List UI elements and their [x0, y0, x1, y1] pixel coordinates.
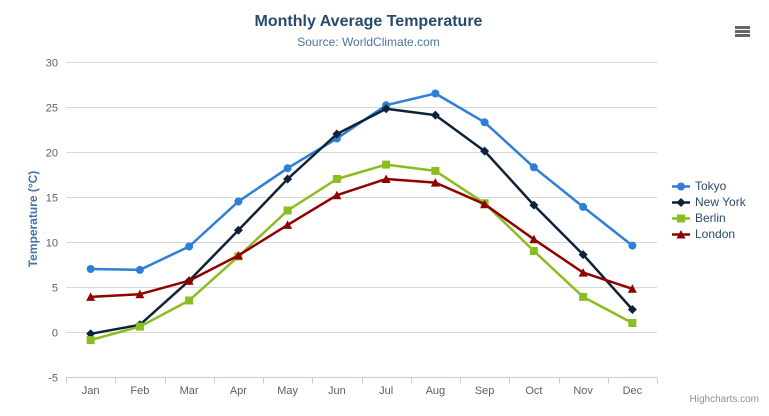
data-point-london[interactable]	[135, 289, 145, 299]
data-point-tokyo[interactable]	[86, 265, 95, 273]
x-tick-label: May	[277, 385, 298, 397]
diamond-legend-marker-icon	[672, 197, 690, 207]
data-point-new-york[interactable]	[283, 174, 293, 184]
data-point-tokyo[interactable]	[234, 197, 243, 206]
data-point-new-york[interactable]	[381, 104, 391, 114]
data-point-london[interactable]	[529, 234, 539, 244]
series-berlin	[86, 160, 637, 345]
y-tick-label: 5	[52, 283, 58, 295]
triangle-marker	[676, 229, 686, 238]
data-point-tokyo[interactable]	[628, 241, 637, 250]
data-point-berlin[interactable]	[529, 247, 538, 255]
triangle-legend-marker-icon	[672, 229, 690, 238]
y-tick-label: 20	[46, 148, 58, 160]
square-marker	[677, 214, 685, 222]
x-tick-label: Aug	[426, 385, 446, 397]
data-point-london[interactable]	[283, 220, 293, 229]
legend: Tokyo New York Berlin London	[672, 178, 746, 242]
data-point-london[interactable]	[233, 251, 243, 260]
data-point-berlin[interactable]	[628, 319, 637, 327]
data-point-new-york[interactable]	[233, 225, 243, 235]
data-point-london[interactable]	[332, 190, 342, 200]
data-point-new-york[interactable]	[480, 146, 490, 156]
data-point-berlin[interactable]	[382, 160, 391, 169]
hamburger-icon	[735, 26, 750, 29]
data-point-berlin[interactable]	[431, 166, 440, 175]
data-point-london[interactable]	[86, 292, 96, 301]
y-tick-label: 25	[46, 103, 58, 115]
data-point-new-york[interactable]	[578, 250, 588, 260]
legend-item-london[interactable]: London	[672, 226, 746, 242]
x-tick-label: Jun	[328, 385, 346, 397]
data-point-berlin[interactable]	[332, 175, 341, 183]
data-point-new-york[interactable]	[627, 305, 637, 314]
data-point-berlin[interactable]	[283, 206, 292, 215]
series-line-tokyo	[89, 92, 634, 272]
x-tick-label: Feb	[130, 385, 149, 397]
data-point-new-york[interactable]	[529, 200, 539, 210]
data-point-berlin[interactable]	[135, 322, 144, 331]
export-menu-button[interactable]	[733, 18, 754, 36]
data-point-tokyo[interactable]	[135, 265, 144, 274]
data-point-new-york[interactable]	[332, 129, 342, 139]
data-point-new-york[interactable]	[430, 110, 440, 120]
legend-item-new-york[interactable]: New York	[672, 194, 746, 210]
data-point-tokyo[interactable]	[480, 118, 489, 127]
x-tick-label: Oct	[525, 385, 542, 397]
data-point-london[interactable]	[480, 199, 490, 209]
y-gridlines	[66, 62, 657, 378]
data-point-berlin[interactable]	[579, 292, 588, 301]
legend-label: New York	[695, 195, 746, 209]
y-axis-labels: 30 25 20 15 10 5 0 -5	[46, 58, 58, 385]
data-point-london[interactable]	[430, 178, 440, 187]
data-point-tokyo[interactable]	[283, 164, 292, 173]
series-london	[86, 174, 637, 301]
data-point-london[interactable]	[381, 174, 391, 184]
series-line-new-york	[89, 107, 634, 336]
circle-marker	[677, 182, 685, 190]
x-tick-label: Apr	[230, 385, 247, 397]
circle-legend-marker-icon	[672, 182, 690, 190]
data-point-berlin[interactable]	[86, 336, 95, 345]
series-new-york	[86, 104, 637, 339]
data-point-berlin[interactable]	[185, 296, 194, 305]
legend-item-berlin[interactable]: Berlin	[672, 210, 746, 226]
x-axis-labels: Jan Feb Mar Apr May Jun Jul Aug Sep Oct Nov Dec	[82, 385, 643, 397]
data-point-tokyo[interactable]	[185, 242, 194, 251]
legend-label: London	[695, 227, 736, 241]
x-tick-label: Sep	[475, 385, 495, 397]
x-tick-label: Nov	[573, 385, 593, 397]
data-point-london[interactable]	[627, 284, 637, 293]
data-point-tokyo[interactable]	[431, 89, 440, 98]
chart-subtitle: Source: WorldClimate.com	[297, 35, 440, 49]
data-point-new-york[interactable]	[86, 329, 96, 339]
legend-label: Tokyo	[695, 179, 727, 193]
credits-link[interactable]: Highcharts.com	[689, 394, 759, 405]
y-tick-label: 30	[46, 58, 58, 70]
y-tick-label: -5	[48, 373, 58, 385]
diamond-marker	[676, 197, 686, 207]
chart-title: Monthly Average Temperature	[254, 13, 483, 30]
legend-label: Berlin	[695, 211, 726, 225]
series-tokyo	[86, 89, 637, 274]
x-tick-label: Mar	[180, 385, 199, 397]
x-axis	[66, 377, 658, 384]
square-legend-marker-icon	[672, 214, 690, 222]
x-tick-label: Jul	[379, 385, 393, 397]
x-tick-label: Jan	[82, 385, 100, 397]
data-point-tokyo[interactable]	[529, 163, 538, 172]
y-tick-label: 10	[46, 238, 58, 250]
series-line-london	[89, 177, 634, 299]
data-point-london[interactable]	[578, 268, 588, 277]
x-tick-label: Dec	[623, 385, 643, 397]
series-line-berlin	[89, 163, 634, 342]
y-tick-label: 0	[52, 328, 58, 340]
data-point-london[interactable]	[184, 276, 194, 285]
y-tick-label: 15	[46, 193, 58, 205]
legend-item-tokyo[interactable]: Tokyo	[672, 178, 746, 194]
data-point-tokyo[interactable]	[579, 202, 588, 211]
